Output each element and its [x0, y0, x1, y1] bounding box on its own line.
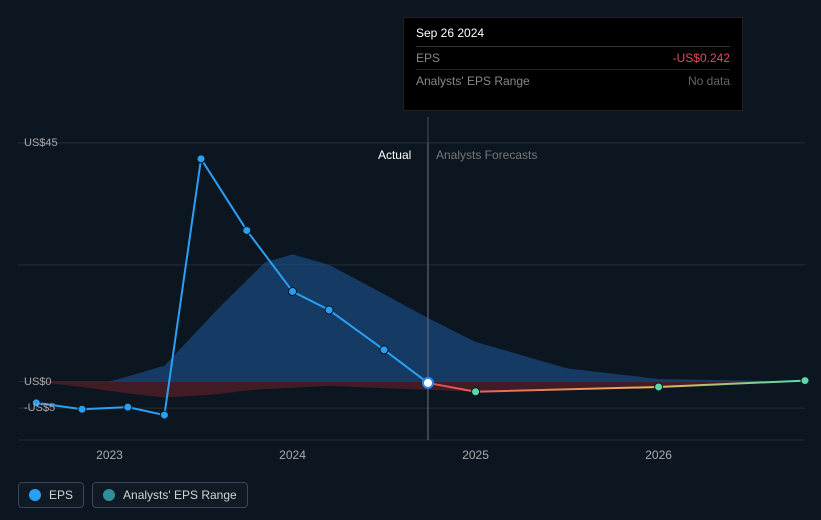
range-areas — [36, 254, 805, 397]
y-axis-tick-label: -US$5 — [24, 402, 55, 414]
legend-item-range[interactable]: Analysts' EPS Range — [92, 482, 248, 508]
legend-swatch-icon — [103, 489, 115, 501]
tooltip-row-label: EPS — [416, 51, 440, 65]
legend: EPS Analysts' EPS Range — [18, 482, 248, 508]
tooltip-row-value: No data — [688, 74, 730, 88]
region-label-actual: Actual — [378, 148, 411, 162]
legend-item-label: Analysts' EPS Range — [123, 488, 237, 502]
x-axis-tick-label: 2024 — [279, 448, 306, 462]
legend-swatch-icon — [29, 489, 41, 501]
x-axis-tick-label: 2023 — [96, 448, 123, 462]
tooltip-row-eps: EPS -US$0.242 — [416, 51, 730, 70]
y-axis-tick-label: US$45 — [24, 137, 58, 149]
x-axis-tick-label: 2025 — [462, 448, 489, 462]
chart-container: US$45 US$0 -US$5 2023 2024 2025 2026 Actual A… — [0, 0, 821, 520]
gridlines — [18, 143, 805, 440]
legend-item-eps[interactable]: EPS — [18, 482, 84, 508]
tooltip-row-label: Analysts' EPS Range — [416, 74, 530, 88]
tooltip-row-range: Analysts' EPS Range No data — [416, 74, 730, 92]
tooltip-row-value: -US$0.242 — [673, 51, 730, 65]
x-axis-tick-label: 2026 — [645, 448, 672, 462]
tooltip-title: Sep 26 2024 — [416, 26, 730, 47]
hover-cursor — [423, 117, 433, 440]
region-label-forecast: Analysts Forecasts — [436, 148, 537, 162]
y-axis-tick-label: US$0 — [24, 376, 52, 388]
hover-tooltip: Sep 26 2024 EPS -US$0.242 Analysts' EPS … — [403, 17, 743, 111]
legend-item-label: EPS — [49, 488, 73, 502]
